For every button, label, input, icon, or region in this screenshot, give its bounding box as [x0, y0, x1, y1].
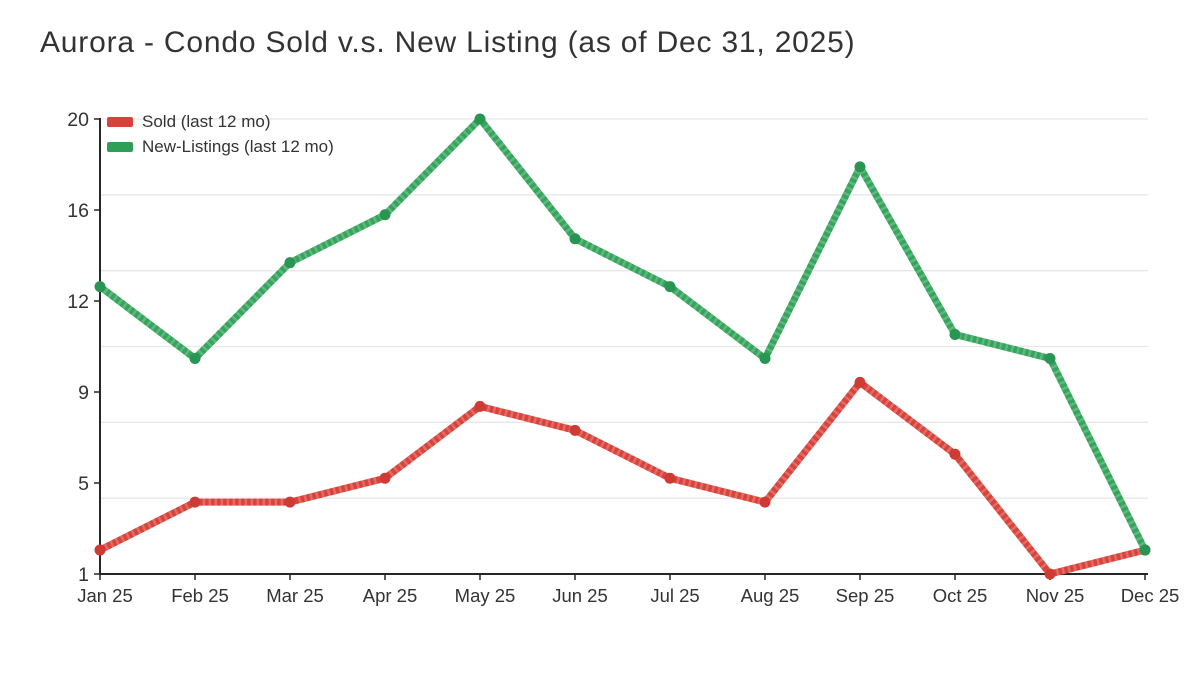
x-tick-label: Oct 25 — [933, 585, 988, 606]
y-tick-label: 12 — [67, 291, 89, 313]
x-tick-label: Apr 25 — [363, 585, 418, 606]
legend: Sold (last 12 mo) New-Listings (last 12 … — [107, 112, 334, 157]
data-point-sold-2[interactable] — [284, 496, 296, 508]
x-tick-label: Jan 25 — [77, 585, 133, 606]
legend-label-sold: Sold (last 12 mo) — [142, 112, 271, 131]
x-tick-label: Mar 25 — [266, 585, 324, 606]
data-point-sold-7[interactable] — [759, 496, 771, 508]
chart-title: Aurora - Condo Sold v.s. New Listing (as… — [40, 26, 856, 59]
data-point-new-listings-0[interactable] — [94, 281, 106, 293]
y-tick-label: 20 — [67, 109, 89, 131]
legend-label-new-listings: New-Listings (last 12 mo) — [142, 137, 334, 156]
series-line-new-listings — [97, 115, 1149, 552]
data-point-new-listings-9[interactable] — [949, 329, 961, 341]
x-tick-label: Feb 25 — [171, 585, 229, 606]
legend-swatch-new-listings — [107, 142, 133, 152]
data-point-sold-0[interactable] — [94, 544, 106, 556]
x-tick-label: May 25 — [455, 585, 516, 606]
data-point-new-listings-4[interactable] — [474, 113, 486, 125]
x-tick-label: Jun 25 — [552, 585, 608, 606]
y-tick-label: 16 — [67, 200, 89, 222]
data-point-sold-9[interactable] — [949, 448, 961, 460]
data-point-new-listings-7[interactable] — [759, 352, 771, 364]
x-tick-label: Nov 25 — [1026, 585, 1085, 606]
data-point-sold-3[interactable] — [379, 472, 391, 484]
data-point-sold-8[interactable] — [854, 376, 866, 388]
series-line-stripes-sold — [98, 378, 1146, 578]
data-point-new-listings-1[interactable] — [189, 352, 201, 364]
x-tick-label: Jul 25 — [650, 585, 699, 606]
data-point-sold-5[interactable] — [569, 424, 581, 436]
legend-item-new-listings[interactable]: New-Listings (last 12 mo) — [107, 137, 334, 157]
data-point-new-listings-8[interactable] — [854, 161, 866, 173]
x-tick-label: Dec 25 — [1121, 585, 1180, 606]
x-tick-label: Aug 25 — [741, 585, 800, 606]
data-point-new-listings-5[interactable] — [569, 233, 581, 245]
data-point-sold-1[interactable] — [189, 496, 201, 508]
series-line-stripes-new-listings — [97, 115, 1149, 552]
y-tick-label: 9 — [78, 382, 89, 404]
legend-item-sold[interactable]: Sold (last 12 mo) — [107, 112, 334, 132]
x-tick-label: Sep 25 — [836, 585, 895, 606]
legend-swatch-sold — [107, 117, 133, 127]
series-line-sold — [98, 378, 1146, 578]
data-point-sold-4[interactable] — [474, 400, 486, 412]
data-point-new-listings-11[interactable] — [1139, 544, 1151, 556]
y-tick-label: 1 — [78, 564, 89, 586]
data-point-new-listings-6[interactable] — [664, 281, 676, 293]
data-point-sold-10[interactable] — [1044, 568, 1056, 580]
y-tick-label: 5 — [78, 473, 89, 495]
data-point-new-listings-10[interactable] — [1044, 352, 1056, 364]
data-point-new-listings-2[interactable] — [284, 257, 296, 269]
data-point-new-listings-3[interactable] — [379, 209, 391, 221]
data-point-sold-6[interactable] — [664, 472, 676, 484]
